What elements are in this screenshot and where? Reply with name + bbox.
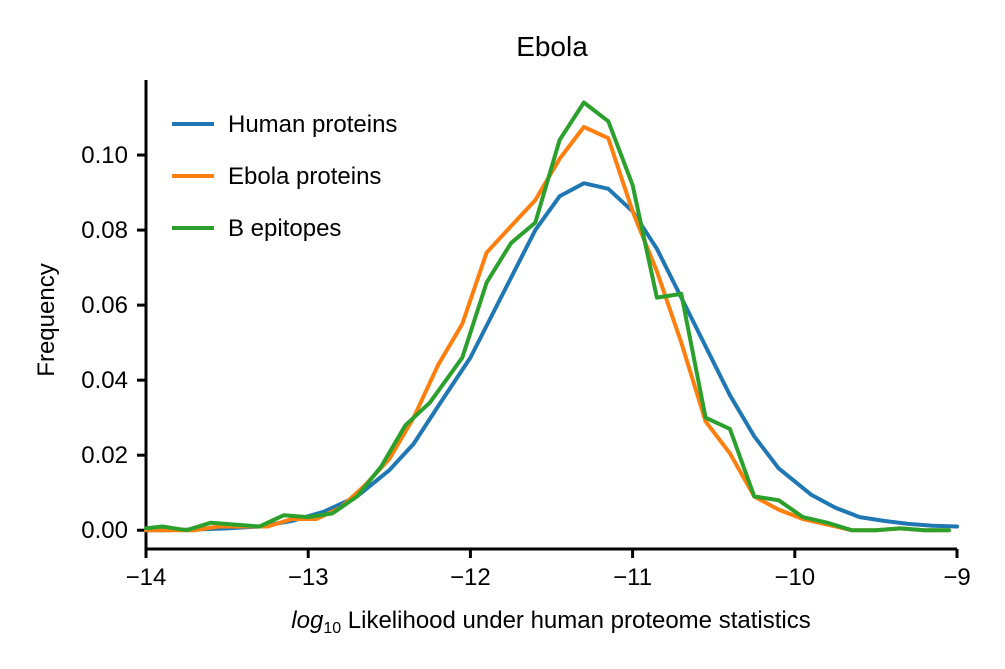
series-line-b-epitopes [144,100,951,533]
x-tick-label: −14 [126,564,167,591]
x-axis-label-italic: log [291,607,324,634]
y-tick-label: 0.10 [81,142,128,169]
legend-label-ebola-proteins: Ebola proteins [228,163,381,190]
y-tick-label: 0.00 [81,517,128,544]
x-axis-label-rest: Likelihood under human proteome statisti… [341,607,811,634]
series-lines [144,100,959,533]
x-tick-label: −10 [774,564,815,591]
x-axis-label-subscript: 10 [323,620,341,637]
x-tick-label: −11 [613,564,652,591]
y-ticks: 0.00 0.02 0.04 0.06 0.08 0.10 [81,142,146,544]
y-tick-label: 0.06 [81,292,128,319]
y-axis-label: Frequency [33,263,60,376]
x-tick-label: −13 [288,564,329,591]
y-tick-label: 0.04 [81,367,128,394]
legend-label-human-proteins: Human proteins [228,111,397,138]
chart-title: Ebola [516,31,588,62]
y-tick-label: 0.02 [81,442,128,469]
x-tick-label: −12 [450,564,491,591]
legend: Human proteins Ebola proteins B epitopes [172,111,397,242]
legend-label-b-epitopes: B epitopes [228,215,341,242]
x-ticks: −14 −13 −12 −11 −10 −9 [126,549,971,591]
x-axis-label: log10 Likelihood under human proteome st… [291,607,810,637]
plot-area: −14 −13 −12 −11 −10 −9 0.000.020.040.060.080.… [81,80,971,591]
y-tick-label: 0.08 [81,217,128,244]
x-tick-label: −9 [943,564,970,591]
